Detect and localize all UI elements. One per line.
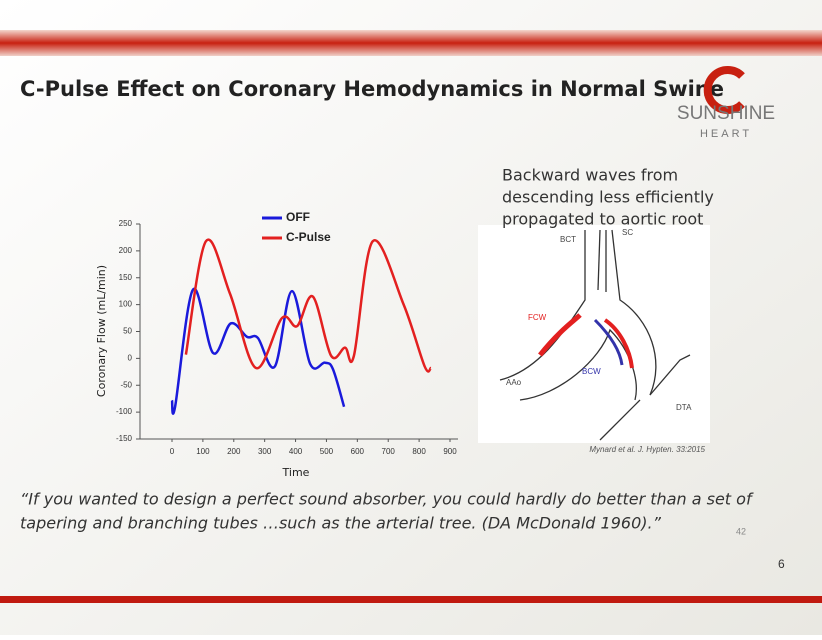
- y-tick-label: 0: [128, 353, 133, 362]
- slide-title: C-Pulse Effect on Coronary Hemodynamics …: [20, 77, 724, 101]
- y-axis-label: Coronary Flow (mL/min): [95, 265, 108, 397]
- y-tick-label: 150: [119, 273, 133, 282]
- x-tick-label: 800: [412, 447, 426, 456]
- caption-line: descending less efficiently: [502, 188, 714, 207]
- quote-line: tapering and branching tubes …such as th…: [20, 514, 662, 533]
- caption-line: propagated to aortic root: [502, 210, 703, 229]
- x-tick-label: 100: [196, 447, 210, 456]
- x-tick-label: 500: [320, 447, 334, 456]
- figure-box: [478, 225, 710, 443]
- figure-label: AAo: [506, 378, 522, 387]
- chart: -150 -100 -50 0 50 100 150 200 250 0 100 200 300 400 5…: [95, 210, 458, 479]
- y-tick-label: -150: [116, 434, 133, 443]
- fcw-arrow: [538, 313, 582, 357]
- x-tick-label: 300: [258, 447, 272, 456]
- figure-label: SC: [622, 228, 633, 237]
- y-tick-label: -100: [116, 407, 133, 416]
- fcw-arrow: [603, 318, 634, 369]
- top-band: [0, 30, 822, 56]
- series-line: [184, 238, 433, 373]
- x-tick-label: 700: [382, 447, 396, 456]
- legend-label: OFF: [286, 210, 310, 224]
- x-tick-label: 0: [170, 447, 175, 456]
- x-tick-label: 900: [443, 447, 457, 456]
- logo-mark: [703, 66, 745, 114]
- citation: Mynard et al. J. Hypten. 33:2015: [589, 445, 705, 454]
- caption-line: Backward waves from: [502, 166, 678, 185]
- figure-label: FCW: [528, 313, 547, 322]
- page-number: 6: [778, 557, 785, 571]
- x-axis-label: Time: [282, 466, 310, 479]
- series-line: [170, 287, 346, 415]
- y-tick-label: -50: [120, 380, 132, 389]
- quote-line: “If you wanted to design a perfect sound…: [20, 490, 754, 509]
- ref-number: 42: [736, 526, 746, 536]
- bcw-arrow: [593, 318, 624, 366]
- caption: Backward waves from descending less effi…: [502, 166, 714, 229]
- figure-labels: BCT SC FCW BCW AAo DTA: [506, 228, 692, 412]
- figure-label: DTA: [676, 403, 692, 412]
- x-tick-label: 400: [289, 447, 303, 456]
- logo-name: SUNSHINE: [677, 103, 775, 124]
- x-tick-label: 600: [351, 447, 365, 456]
- logo-sub: HEART: [700, 128, 752, 140]
- figure-vessels: [499, 229, 691, 441]
- y-tick-label: 200: [119, 246, 133, 255]
- figure-label: BCW: [582, 367, 601, 376]
- bottom-band: [0, 596, 822, 603]
- legend-label: C-Pulse: [286, 230, 331, 244]
- y-tick-label: 100: [119, 300, 133, 309]
- figure-label: BCT: [560, 235, 576, 244]
- x-tick-label: 200: [227, 447, 241, 456]
- y-tick-label: 250: [119, 219, 133, 228]
- y-tick-label: 50: [123, 327, 132, 336]
